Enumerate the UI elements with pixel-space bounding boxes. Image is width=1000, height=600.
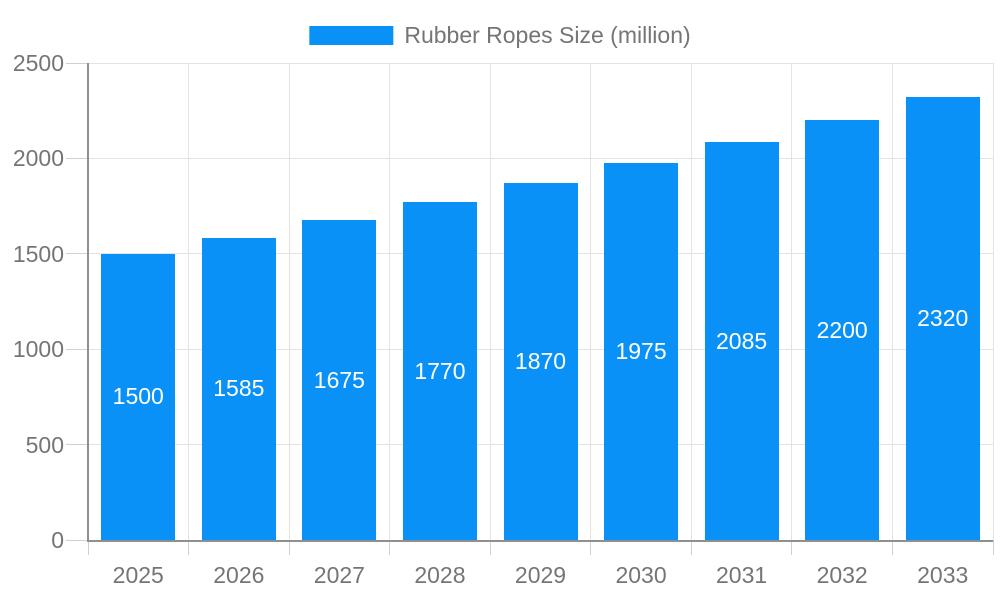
gridline-vertical: [489, 63, 491, 540]
x-axis-label: 2028: [414, 562, 466, 588]
gridline-vertical: [288, 63, 290, 540]
gridline-vertical: [992, 63, 994, 540]
bar-value-label: 2320: [917, 305, 969, 332]
bar-2025: 1500: [101, 253, 176, 540]
y-axis-label: 500: [25, 431, 64, 458]
gridline-vertical: [891, 63, 893, 540]
bar-value-label: 1975: [615, 338, 667, 365]
y-axis-label: 2000: [12, 145, 64, 172]
y-axis-label: 0: [51, 527, 64, 553]
chart-legend: Rubber Ropes Size (million): [309, 22, 691, 49]
x-axis-label: 2030: [615, 562, 667, 588]
x-axis-label: 2032: [816, 562, 868, 588]
y-axis-tick: [66, 62, 88, 64]
x-axis-tick: [590, 540, 592, 555]
bar-2033: 2320: [905, 97, 980, 540]
x-axis-tick: [87, 540, 89, 555]
x-axis-tick: [288, 540, 290, 555]
bar-value-label: 1585: [213, 375, 265, 402]
x-axis-tick: [791, 540, 793, 555]
y-axis-tick: [66, 444, 88, 446]
x-axis-tick: [891, 540, 893, 555]
legend-swatch: [309, 26, 394, 45]
bar-2032: 2200: [805, 120, 880, 540]
bar-2029: 1870: [503, 183, 578, 540]
bar-value-label: 2200: [816, 316, 868, 343]
bar-2026: 1585: [201, 237, 276, 540]
bar-value-label: 1500: [112, 383, 164, 410]
y-axis-label: 1500: [12, 240, 64, 267]
bar-2028: 1770: [402, 202, 477, 540]
bar-value-label: 1675: [313, 366, 365, 393]
x-axis-tick: [992, 540, 994, 555]
y-axis-tick: [66, 539, 88, 541]
legend-label: Rubber Ropes Size (million): [404, 22, 691, 48]
y-axis-tick: [66, 157, 88, 159]
x-axis-label: 2031: [716, 562, 768, 588]
x-axis-label: 2026: [213, 562, 265, 588]
bar-value-label: 1870: [514, 348, 567, 375]
gridline-vertical: [791, 63, 793, 540]
bar-2031: 2085: [704, 142, 779, 540]
bar-2027: 1675: [302, 220, 377, 540]
y-axis-label: 2500: [12, 50, 64, 76]
bar-value-label: 2085: [716, 327, 768, 354]
x-axis-tick: [489, 540, 491, 555]
x-axis-label: 2033: [917, 562, 969, 588]
y-axis-tick: [66, 253, 88, 255]
gridline-horizontal: [88, 62, 993, 64]
gridline-vertical: [188, 63, 190, 540]
bar-2030: 1975: [604, 163, 679, 540]
y-axis-line: [87, 63, 89, 542]
gridline-horizontal: [88, 157, 993, 159]
x-axis-label: 2025: [112, 562, 164, 588]
bar-value-label: 1770: [414, 357, 466, 384]
y-axis-label: 1000: [12, 336, 64, 363]
plot-area: 1500 1585 1675 1770 1870 1975 2085 2200 2320: [88, 62, 994, 540]
y-axis-tick: [66, 348, 88, 350]
x-axis-tick: [690, 540, 692, 555]
gridline-vertical: [389, 63, 391, 540]
x-axis-label: 2029: [514, 562, 567, 588]
gridline-vertical: [590, 63, 592, 540]
gridline-vertical: [690, 63, 692, 540]
x-axis-tick: [389, 540, 391, 555]
x-axis-line: [87, 540, 993, 542]
x-axis-label: 2027: [313, 562, 365, 588]
x-axis-tick: [188, 540, 190, 555]
